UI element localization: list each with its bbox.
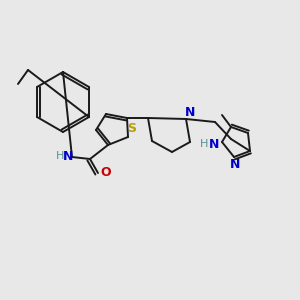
Text: H: H bbox=[200, 139, 208, 149]
Text: O: O bbox=[101, 167, 111, 179]
Text: N: N bbox=[230, 158, 240, 172]
Text: N: N bbox=[63, 149, 73, 163]
Text: S: S bbox=[128, 122, 136, 136]
Text: N: N bbox=[209, 137, 219, 151]
Text: N: N bbox=[185, 106, 195, 118]
Text: H: H bbox=[56, 151, 64, 161]
